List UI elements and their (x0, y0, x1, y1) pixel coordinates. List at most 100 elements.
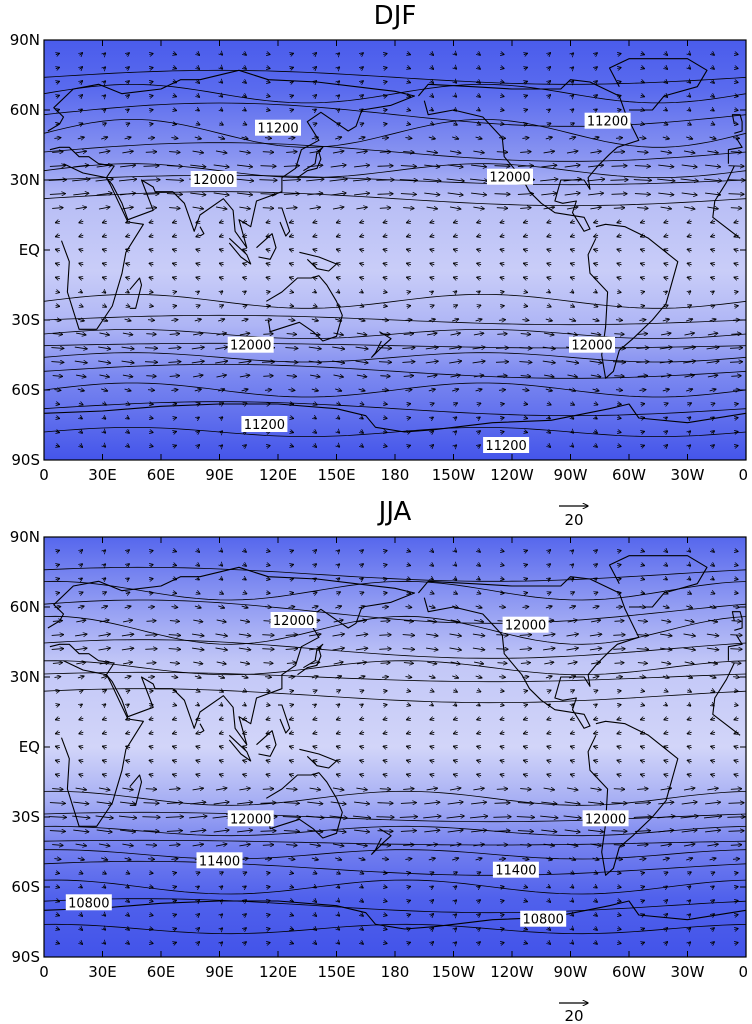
wind-vector (523, 277, 529, 279)
wind-vector (220, 67, 222, 69)
wind-vector (147, 390, 155, 391)
wind-vector (615, 390, 623, 391)
wind-vector (103, 417, 106, 419)
wind-vector (149, 221, 153, 223)
wind-vector (734, 873, 738, 874)
wind-vector (147, 859, 155, 860)
wind-vector (729, 348, 743, 349)
wind-vector (544, 375, 554, 377)
contour-label: 12000 (227, 810, 274, 827)
wind-vector (122, 151, 133, 153)
wind-vector (314, 95, 317, 98)
wind-vector (473, 207, 484, 209)
wind-vector (193, 375, 203, 377)
wind-vector (381, 320, 389, 321)
wind-vector (524, 418, 528, 419)
wind-vector (289, 221, 293, 223)
wind-vector (684, 333, 695, 335)
wind-vector (220, 81, 222, 83)
wind-vector (220, 53, 222, 55)
wind-vector (496, 789, 508, 790)
wind-vector (548, 291, 551, 293)
wind-vector (405, 138, 412, 139)
longitude-tick-label: 120E (259, 466, 297, 484)
wind-vector (660, 207, 672, 209)
wind-vector (664, 235, 669, 237)
wind-vector (496, 208, 508, 209)
wind-vector (454, 67, 456, 69)
wind-vector (477, 81, 480, 83)
wind-vector (383, 249, 387, 251)
wind-vector (707, 333, 718, 335)
contour-label-text: 11200 (257, 122, 298, 137)
longitude-tick-label: 60E (147, 963, 176, 981)
wind-vector (617, 292, 621, 293)
wind-vector (243, 67, 246, 69)
wind-vector (383, 873, 387, 874)
contour-label-text: 12000 (273, 614, 314, 629)
wind-vector (524, 67, 528, 68)
wind-vector (636, 362, 649, 363)
wind-vector (266, 82, 270, 83)
wind-vector (548, 53, 551, 56)
wind-vector (51, 362, 64, 363)
contour-label-text: 12000 (505, 619, 546, 634)
wind-vector (658, 165, 674, 167)
wind-vector (449, 151, 461, 153)
wind-vector (286, 334, 297, 335)
wind-vector (103, 67, 105, 69)
wind-vector (665, 67, 668, 70)
wind-vector (730, 152, 742, 153)
wind-vector (56, 53, 60, 54)
wind-vector (173, 277, 177, 279)
longitude-tick-label: 90E (205, 963, 234, 981)
wind-vector (548, 81, 551, 84)
wind-vector (500, 277, 504, 279)
wind-vector (266, 96, 270, 97)
wind-vector (688, 81, 690, 83)
wind-vector (571, 95, 573, 97)
wind-vector (266, 691, 270, 692)
wind-vector (430, 305, 434, 307)
wind-vector (173, 109, 177, 110)
wind-vector (431, 53, 434, 56)
wind-vector (613, 789, 625, 790)
wind-vector (730, 789, 742, 790)
wind-vector (352, 179, 371, 181)
wind-vector (126, 81, 129, 83)
wind-vector (402, 362, 415, 363)
wind-vector (524, 109, 528, 110)
wind-vector (220, 291, 223, 293)
wind-vector (426, 207, 438, 209)
wind-vector (522, 390, 529, 391)
wind-vector (594, 249, 599, 251)
wind-vector (219, 263, 223, 265)
contour-label-text: 11200 (485, 439, 526, 454)
longitude-tick-label: 60E (147, 466, 176, 484)
wind-vector (99, 333, 110, 335)
wind-vector (734, 124, 738, 125)
longitude-tick-label: 150E (317, 466, 355, 484)
wind-vector (336, 235, 340, 237)
wind-vector (543, 207, 555, 209)
wind-vector (430, 221, 434, 223)
wind-vector (450, 333, 461, 335)
wind-vector (286, 208, 297, 209)
wind-vector (454, 53, 456, 55)
wind-vector (616, 607, 622, 608)
wind-vector (75, 207, 87, 209)
wind-vector (665, 81, 668, 84)
wind-vector (220, 109, 223, 111)
wind-vector (524, 292, 528, 293)
wind-vector (477, 95, 480, 97)
wind-vector (121, 361, 135, 363)
wind-vector (729, 362, 743, 363)
wind-vector (469, 179, 488, 181)
wind-vector (146, 334, 156, 335)
wind-vector (567, 375, 578, 377)
wind-vector (640, 277, 646, 279)
wind-vector (289, 235, 293, 237)
wind-vector (548, 109, 551, 111)
wind-vector (122, 333, 133, 335)
wind-vector (377, 803, 394, 804)
